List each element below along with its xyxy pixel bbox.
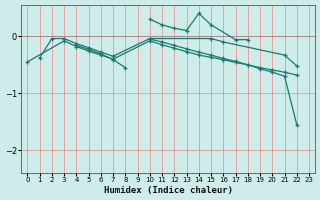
X-axis label: Humidex (Indice chaleur): Humidex (Indice chaleur) bbox=[104, 186, 233, 195]
